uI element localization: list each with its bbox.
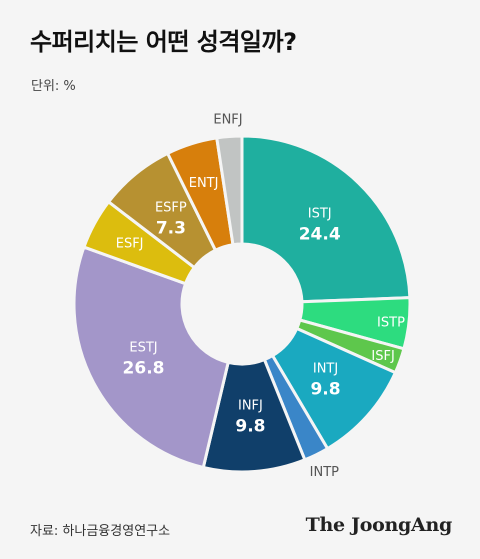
slice-enfj [215,134,244,247]
slice-label-esfj: ESFJ [116,237,144,252]
slice-value-istj: 24.4 [299,224,341,244]
slice-label-intj: INTJ [313,362,338,377]
slice-label-infj: INFJ [238,399,263,414]
slice-label-isfj: ISFJ [371,349,394,364]
slice-value-infj: 9.8 [235,417,265,437]
slice-value-estj: 26.8 [123,358,165,378]
slice-label-estj: ESTJ [129,340,157,355]
unit-label: 단위: % [31,79,76,94]
source-note: 자료: 하나금융경영연구소 [30,524,171,539]
slice-label-istj: ISTJ [308,206,332,221]
publisher-logo: The JoongAng [305,514,453,536]
slice-label-entj: ENTJ [189,176,219,191]
slice-istj [240,134,412,304]
slice-value-intj: 9.8 [310,380,340,400]
slice-label-enfj: ENFJ [213,113,242,128]
page-title: 수퍼리치는 어떤 성격일까? [30,28,297,56]
slice-label-intp: INTP [310,465,339,480]
slice-label-istp: ISTP [377,315,405,330]
slice-value-esfp: 7.3 [156,218,186,238]
slice-estj [72,245,230,470]
slice-label-esfp: ESFP [155,200,187,215]
